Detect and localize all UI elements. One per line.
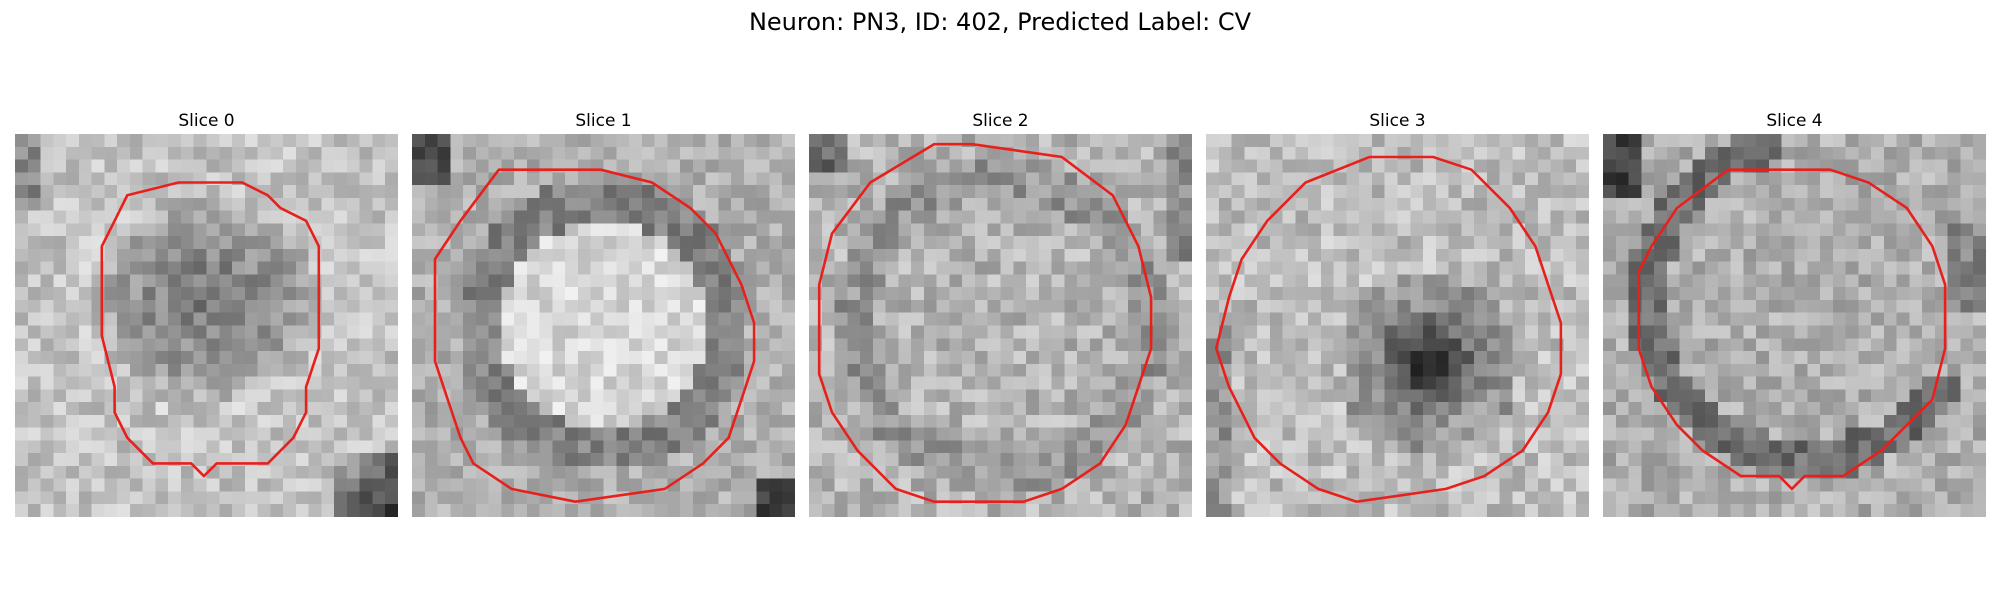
slice-image-0 bbox=[15, 134, 398, 517]
slice-image-4 bbox=[1603, 134, 1986, 517]
slice-panel-2: Slice 2 bbox=[809, 108, 1192, 517]
slice-panel-1: Slice 1 bbox=[412, 108, 795, 517]
slice-image-1 bbox=[412, 134, 795, 517]
pixel-grid bbox=[412, 134, 795, 517]
slice-title-3: Slice 3 bbox=[1369, 111, 1426, 131]
roi-contour bbox=[1637, 168, 1947, 491]
slice-title-2: Slice 2 bbox=[972, 111, 1029, 131]
slice-title-4: Slice 4 bbox=[1766, 111, 1823, 131]
pixel-grid bbox=[1206, 134, 1589, 517]
roi-contour bbox=[100, 181, 321, 478]
slice-panel-4: Slice 4 bbox=[1603, 108, 1986, 517]
roi-contour bbox=[817, 142, 1153, 504]
slice-panel-0: Slice 0 bbox=[15, 108, 398, 517]
slice-title-0: Slice 0 bbox=[178, 111, 235, 131]
figure-title: Neuron: PN3, ID: 402, Predicted Label: C… bbox=[748, 8, 1252, 36]
pixel-grid bbox=[15, 134, 398, 517]
slice-title-1: Slice 1 bbox=[575, 111, 632, 131]
slice-panel-3: Slice 3 bbox=[1206, 108, 1589, 517]
roi-contour bbox=[433, 168, 756, 504]
pixel-grid bbox=[1603, 134, 1986, 517]
slice-image-3 bbox=[1206, 134, 1589, 517]
slice-image-2 bbox=[809, 134, 1192, 517]
roi-contour bbox=[1214, 155, 1563, 504]
